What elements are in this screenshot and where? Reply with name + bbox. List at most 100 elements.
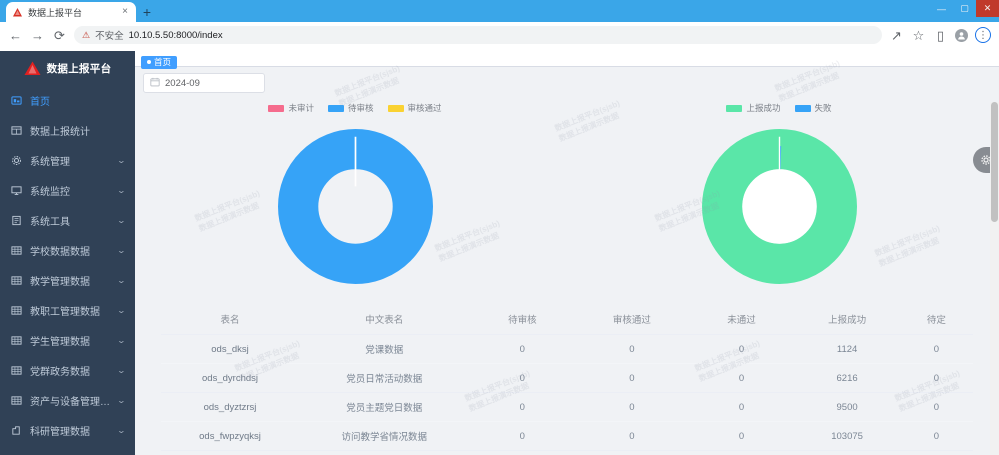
browser-menu-icon[interactable]: ⋮ xyxy=(975,27,991,43)
close-icon[interactable]: × xyxy=(122,6,128,17)
close-window-button[interactable]: ✕ xyxy=(976,0,999,17)
calendar-icon xyxy=(150,77,160,90)
column-header-passed[interactable]: 审核通过 xyxy=(575,306,689,335)
report-table: 表名 中文表名 待审核 审核通过 未通过 上报成功 待定 ods xyxy=(143,306,991,455)
table-row[interactable]: ods_fwsztsgzysj 访问数学全书研究数据 77 0 0 77 0 xyxy=(161,450,973,455)
research-icon xyxy=(10,425,22,436)
close-icon: ✕ xyxy=(983,3,992,13)
table-row[interactable]: ods_fwpzyqksj 访问教学省情况数据 0 0 0 103075 0 xyxy=(161,421,973,451)
cell-table-name: ods_dyztzrsj xyxy=(161,392,300,422)
gear-icon xyxy=(10,155,22,166)
sidebar-item-asset-equipment-data[interactable]: 资产与设备管理数据 ⌄ xyxy=(0,385,135,415)
active-dot-icon xyxy=(147,60,151,64)
table-icon xyxy=(10,125,22,136)
legend-item[interactable]: 审核通过 xyxy=(387,102,442,114)
sidebar-item-label: 首页 xyxy=(30,96,50,108)
cell-other: 0 xyxy=(899,421,973,451)
address-bar[interactable]: ⚠ 不安全 10.10.5.50:8000/index xyxy=(74,26,882,44)
sidebar-item-system-monitor[interactable]: 系统监控 ⌄ xyxy=(0,175,135,205)
table-row[interactable]: ods_dksj 党课数据 0 0 0 1124 0 xyxy=(161,334,973,364)
minimize-button[interactable]: — xyxy=(930,0,953,17)
chevron-down-icon: ⌄ xyxy=(116,395,127,405)
cell-table-name: ods_dksj xyxy=(161,334,300,364)
column-header-success[interactable]: 上报成功 xyxy=(794,306,900,335)
sidebar-item-system-tools[interactable]: 系统工具 ⌄ xyxy=(0,205,135,235)
page-scrollbar[interactable] xyxy=(990,102,999,455)
share-icon[interactable]: ↗ xyxy=(891,27,902,43)
month-picker-value: 2024-09 xyxy=(165,77,200,89)
tag-home[interactable]: 首页 xyxy=(141,55,178,69)
legend-item[interactable]: 上报成功 xyxy=(726,102,781,114)
new-tab-button[interactable]: + xyxy=(142,4,152,20)
sidebar-item-school-data[interactable]: 学校数据数据 ⌄ xyxy=(0,235,135,265)
minimize-icon: — xyxy=(937,3,946,14)
sidebar-item-label: 数据上报统计 xyxy=(30,126,90,138)
grid-icon xyxy=(10,335,22,346)
column-header-pending[interactable]: 待审核 xyxy=(469,306,576,335)
sidebar-item-label: 学生管理数据 xyxy=(30,336,90,348)
sidebar-item-label: 教学管理数据 xyxy=(30,276,90,288)
chart-legend: 未审计 待审核 审核通过 xyxy=(268,101,442,115)
cell-other: 0 xyxy=(899,450,973,455)
sidebar-item-home[interactable]: 首页 xyxy=(0,85,135,115)
audit-status-donut: 未审计 待审核 审核通过 xyxy=(143,101,567,306)
legend-item[interactable]: 未审计 xyxy=(268,102,314,114)
report-result-donut: 上报成功 失败 xyxy=(567,101,991,306)
tag-label: 首页 xyxy=(154,57,172,67)
sidebar-item-label: 教职工管理数据 xyxy=(30,306,100,318)
month-picker[interactable]: 2024-09 xyxy=(143,73,265,93)
cell-cn-name: 党课数据 xyxy=(299,334,470,364)
donut-chart-1[interactable] xyxy=(277,129,433,287)
chevron-down-icon: ⌄ xyxy=(116,365,127,375)
sidebar-item-student-data[interactable]: 学生管理数据 ⌄ xyxy=(0,325,135,355)
donut-chart-2[interactable] xyxy=(701,129,857,287)
sidebar-item-label: 资产与设备管理数据 xyxy=(30,396,110,408)
legend-swatch-icon xyxy=(794,104,811,112)
tools-icon xyxy=(10,215,22,226)
side-panel-icon[interactable]: ▯ xyxy=(936,27,945,43)
cell-table-name: ods_dyrchdsj xyxy=(161,363,300,393)
sidebar-item-report-stats[interactable]: 数据上报统计 xyxy=(0,115,135,145)
cell-cn-name: 党员日常活动数据 xyxy=(299,363,470,393)
cell-other: 0 xyxy=(899,334,973,364)
warning-icon: ⚠ xyxy=(82,29,91,40)
legend-item[interactable]: 待审核 xyxy=(327,102,374,114)
grid-icon xyxy=(10,245,22,256)
browser-tab[interactable]: 数据上报平台 × xyxy=(6,2,136,22)
star-icon[interactable]: ☆ xyxy=(912,27,925,43)
cell-success: 9500 xyxy=(794,392,900,422)
tab-title: 数据上报平台 xyxy=(28,7,83,18)
legend-label: 上报成功 xyxy=(746,103,781,113)
chevron-down-icon: ⌄ xyxy=(116,275,127,285)
sidebar-item-label: 系统管理 xyxy=(30,156,70,168)
sidebar-item-research-data[interactable]: 科研管理数据 ⌄ xyxy=(0,415,135,445)
scrollbar-thumb[interactable] xyxy=(991,102,998,222)
legend-item[interactable]: 失败 xyxy=(794,102,832,114)
cell-success: 1124 xyxy=(794,334,900,364)
triangle-logo-icon xyxy=(12,7,23,18)
maximize-button[interactable]: ▢ xyxy=(953,0,976,17)
sidebar-item-staff-data[interactable]: 教职工管理数据 ⌄ xyxy=(0,295,135,325)
cell-failed: 0 xyxy=(688,363,795,393)
column-header-other[interactable]: 待定 xyxy=(899,306,973,335)
reload-icon[interactable]: ⟳ xyxy=(54,27,65,43)
forward-icon[interactable]: → xyxy=(31,27,44,43)
column-header-failed[interactable]: 未通过 xyxy=(688,306,795,335)
window-controls: — ▢ ✕ xyxy=(930,0,999,17)
cell-pending: 0 xyxy=(469,363,576,393)
back-icon[interactable]: ← xyxy=(9,27,22,43)
grid-icon xyxy=(10,365,22,376)
grid-icon xyxy=(10,275,22,286)
profile-icon[interactable] xyxy=(955,28,968,42)
table-row[interactable]: ods_dyrchdsj 党员日常活动数据 0 0 0 6216 0 xyxy=(161,363,973,393)
sidebar-item-label: 系统监控 xyxy=(30,186,70,198)
cell-cn-name: 访问数学全书研究数据 xyxy=(299,450,470,455)
sidebar-item-system-management[interactable]: 系统管理 ⌄ xyxy=(0,145,135,175)
sidebar-item-teaching-data[interactable]: 教学管理数据 ⌄ xyxy=(0,265,135,295)
table-row[interactable]: ods_dyztzrsj 党员主题党日数据 0 0 0 9500 0 xyxy=(161,392,973,422)
column-header-cn-name[interactable]: 中文表名 xyxy=(299,306,470,335)
sidebar-item-label: 系统工具 xyxy=(30,216,70,228)
sidebar-item-party-affairs-data[interactable]: 党群政务数据 ⌄ xyxy=(0,355,135,385)
sidebar-menu: 首页 数据上报统计 系统管理 ⌄ xyxy=(0,81,135,445)
column-header-table-name[interactable]: 表名 xyxy=(161,306,300,335)
